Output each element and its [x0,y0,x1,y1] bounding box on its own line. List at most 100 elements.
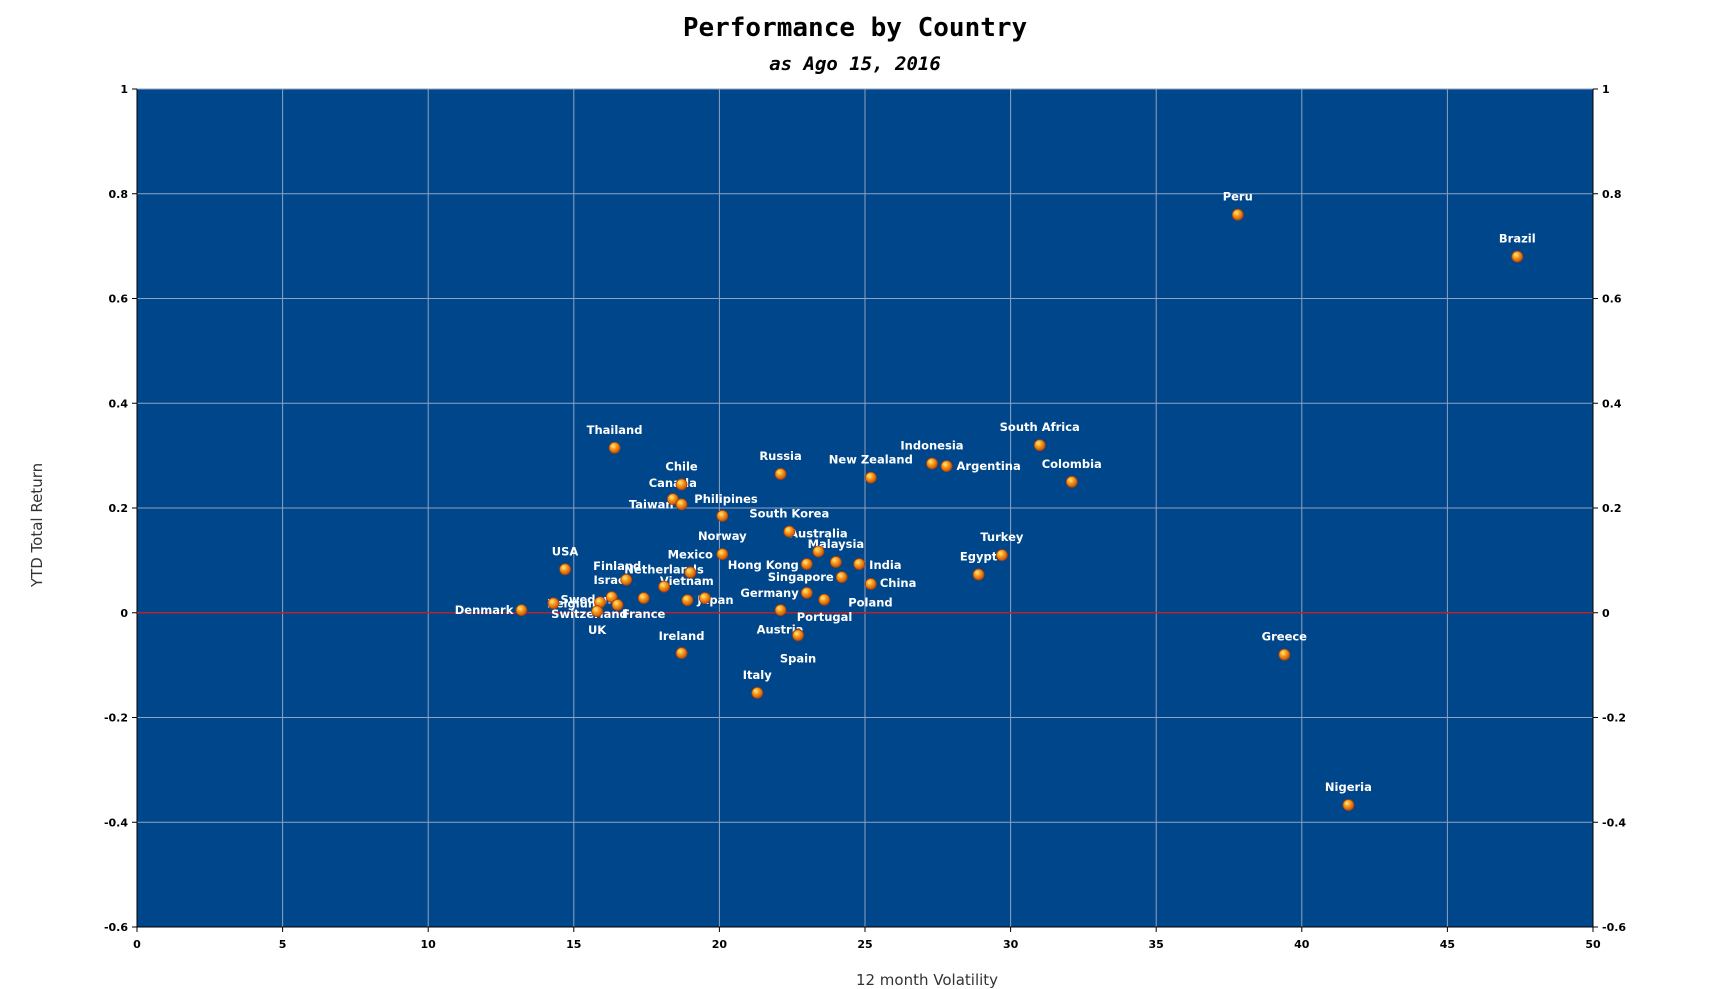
data-point [812,545,825,558]
data-point [515,604,528,617]
axes: 0 5 10 15 20 25 30 35 40 45 50-0.6 -0.6-0.4 -0.4-0.2… [104,83,1626,951]
point-labels: Peru Brazil Thailand South Africa Indonesia A… [455,190,1536,794]
x-tick-label: 20 [712,938,728,951]
data-point-highlight [660,583,665,587]
data-point-label: Switzerland [551,607,628,621]
data-point [835,571,848,584]
data-point-label: Denmark [455,603,514,617]
data-point-highlight [701,594,705,598]
data-point [972,568,985,581]
data-point-label: Australia [789,526,848,540]
data-points: Peru Brazil Thailand South Africa Indonesia A… [455,190,1536,811]
data-point [675,498,688,511]
data-point [658,580,670,593]
data-point-highlight [794,631,799,636]
data-point-highlight [1345,801,1349,805]
data-point-highlight [777,606,781,611]
data-point-highlight [608,593,612,597]
data-point-highlight [803,560,807,564]
right-y-tick-label: -0.6 [1602,921,1626,934]
data-point-highlight [550,599,554,604]
data-point-label: Peru [1223,190,1253,204]
data-point-highlight [753,689,758,693]
data-point-highlight [678,480,682,485]
y-tick-label: 1 [120,83,128,96]
data-point [591,605,603,618]
data-point [675,647,688,659]
data-point-label: Philipines [694,492,758,506]
y-tick-label: 0.4 [109,397,129,410]
data-point-highlight [777,470,781,474]
data-point [783,525,796,538]
data-point [1511,250,1524,263]
data-point [1342,799,1355,811]
data-point [559,563,571,576]
data-point-label: Vietnam [660,574,714,588]
y-axis-label: YTD Total Return [28,463,46,588]
data-point [684,566,697,579]
data-point [853,558,866,570]
data-point-label: Hong Kong [728,558,799,572]
data-point-label: China [880,576,917,590]
data-point [800,558,813,570]
data-point-label: Spain [780,651,816,665]
y-tick-label: -0.2 [104,712,128,725]
data-point [792,629,804,642]
data-point-label: Portugal [797,610,853,624]
data-point-label: Norway [698,529,747,543]
x-tick-label: 25 [857,938,872,951]
y-tick-label: 0.2 [109,502,129,515]
right-y-tick-label: -0.4 [1602,816,1626,829]
right-y-tick-label: 0 [1602,607,1610,620]
data-point-label: Taiwan [629,497,674,511]
y-tick-label: 0.6 [109,293,129,306]
right-y-tick-label: 0.4 [1602,397,1622,410]
data-point [675,478,688,491]
right-y-tick-label: 1 [1602,83,1610,96]
chart-title: Performance by Country [683,13,1027,43]
data-point [611,598,624,611]
data-point [1278,648,1291,661]
data-point-highlight [669,495,673,499]
data-point-highlight [593,607,598,612]
right-y-tick-label: 0.6 [1602,293,1622,306]
data-point [681,594,694,607]
x-tick-label: 15 [566,938,581,951]
data-point [608,441,621,454]
data-point [818,593,831,606]
data-point-label: South Korea [749,507,829,521]
data-point [1231,208,1244,221]
data-point-highlight [719,550,723,554]
y-tick-label: 0 [120,607,128,620]
data-point [716,548,729,560]
data-point-label: Turkey [980,530,1024,544]
data-point-highlight [820,596,825,600]
data-point [829,556,842,568]
y-tick-label: -0.6 [104,921,128,934]
data-point [926,457,938,470]
data-point [1033,439,1046,452]
data-point-label: Israel [594,573,630,587]
data-point-label: Chile [665,459,698,473]
x-tick-label: 0 [133,938,141,951]
data-point-highlight [622,576,627,580]
data-point-highlight [686,568,691,573]
right-y-tick-label: 0.8 [1602,188,1622,201]
chart-subtitle: as Ago 15, 2016 [769,53,941,75]
data-point-label: Netherlands [624,563,704,577]
data-point [751,686,764,699]
data-point-label: Nigeria [1325,780,1372,794]
x-tick-label: 30 [1003,938,1019,951]
data-point-label: Germany [740,586,799,600]
x-tick-label: 35 [1149,938,1164,951]
data-point-label: South Africa [1000,420,1080,434]
data-point-highlight [998,551,1002,556]
data-point-highlight [943,462,947,466]
data-point-highlight [614,601,618,605]
data-point [1065,475,1078,488]
data-point [620,573,633,586]
x-tick-label: 5 [279,938,287,951]
right-y-tick-label: -0.2 [1602,712,1626,725]
data-point-label: Singapore [768,570,834,584]
